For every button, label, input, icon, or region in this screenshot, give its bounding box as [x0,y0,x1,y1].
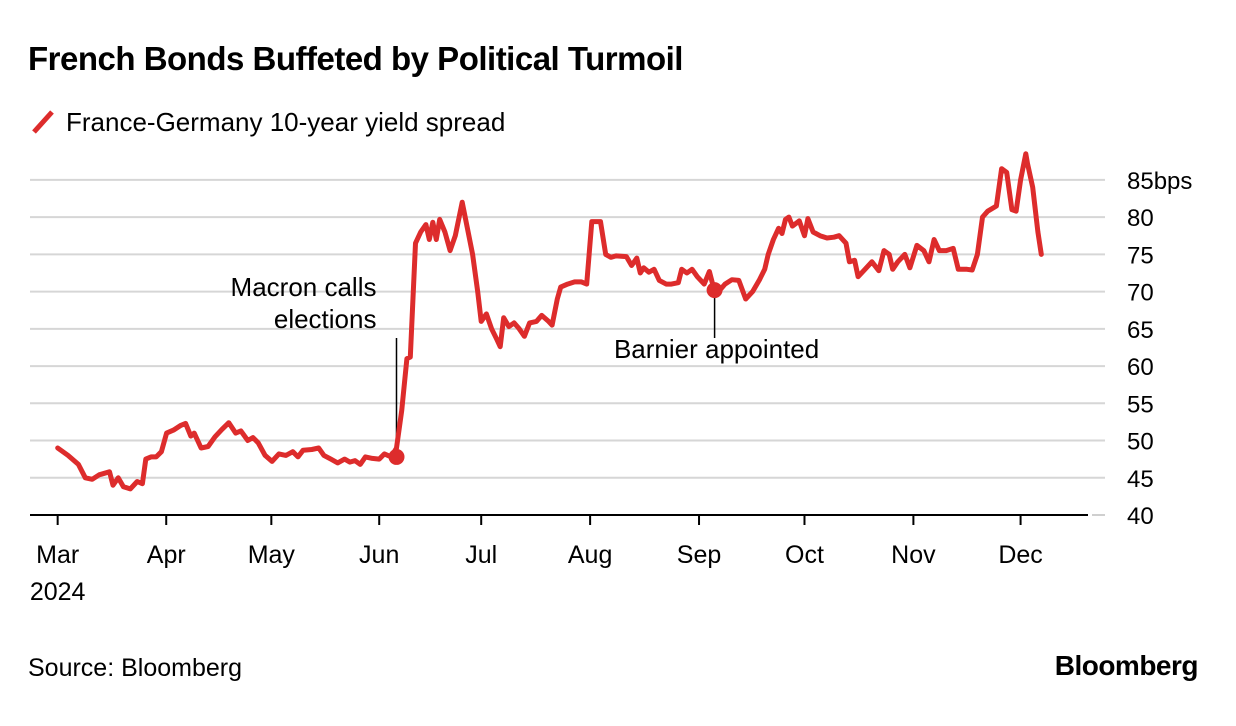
annotation-label: Macron calls [231,272,377,302]
y-tick-label: 85bps [1127,168,1192,195]
x-tick-label: May [248,541,296,569]
x-tick-label: Dec [998,541,1042,569]
y-axis: 40 45 50 55 60 65 70 75 80 85bps [1127,168,1192,530]
y-tick-label: 80 [1127,205,1154,232]
y-tick-label: 75 [1127,242,1154,269]
x-tick-label: Jun [359,541,399,569]
annotation-marker [388,448,405,465]
y-tick-label: 45 [1127,466,1154,493]
y-tick-label: 60 [1127,354,1154,381]
x-tick-label: Oct [785,541,824,569]
legend-swatch [32,110,54,134]
legend: France-Germany 10-year yield spread [30,104,505,140]
x-year-label: 2024 [30,578,86,606]
y-tick-label: 70 [1127,280,1154,307]
y-tick-label: 55 [1127,391,1154,418]
series-layer [55,151,1044,492]
gridlines [30,178,1105,516]
x-tick-label: Jul [465,541,497,569]
spread-series-line [55,151,1044,492]
x-axis: Mar Apr May Jun Jul Aug Sep Oct Nov Dec 2024 [30,514,1088,606]
annotation-label: elections [274,304,377,334]
y-tick-label: 40 [1127,503,1154,530]
x-tick-label: Sep [677,541,721,569]
x-tick-label: Nov [891,541,936,569]
y-tick-label: 65 [1127,317,1154,344]
y-tick-label: 50 [1127,429,1154,456]
x-tick-label: Apr [147,541,186,569]
chart-title: French Bonds Buffeted by Political Turmo… [28,40,683,77]
brand-logo: Bloomberg [1054,650,1199,681]
x-tick-label: Mar [36,541,79,569]
source-note: Source: Bloomberg [28,654,243,682]
x-tick-label: Aug [568,541,612,569]
legend-label: France-Germany 10-year yield spread [66,106,506,137]
annotation-label: Barnier appointed [614,334,819,364]
annotation-marker [706,282,723,299]
